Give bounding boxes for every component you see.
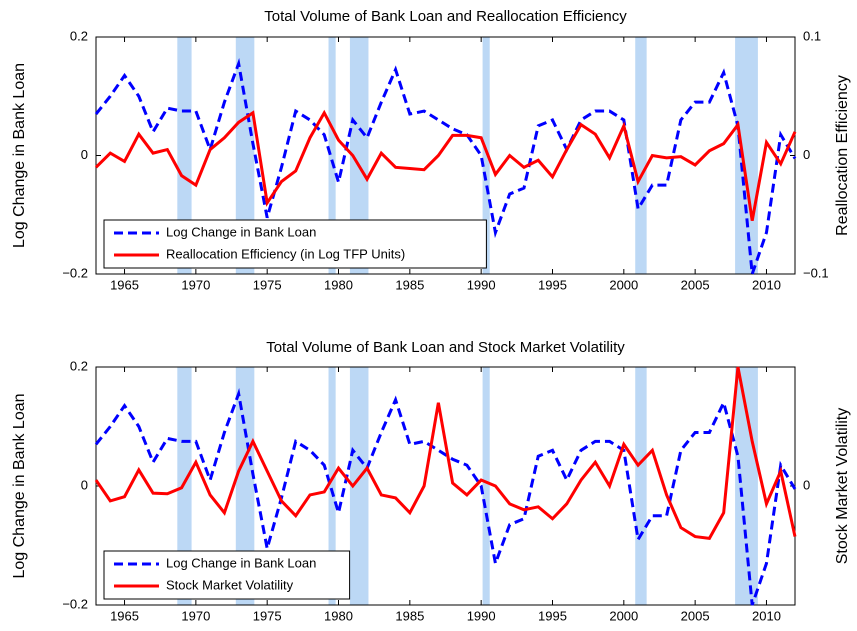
recession-band xyxy=(349,367,369,605)
x-tick-label: 2000 xyxy=(609,277,638,292)
x-tick-label: 1995 xyxy=(538,608,567,623)
recession-band xyxy=(349,37,369,274)
legend-box xyxy=(103,550,351,600)
x-tick-label: 1965 xyxy=(110,277,139,292)
x-tick-label: 1990 xyxy=(467,277,496,292)
recession-band xyxy=(328,37,336,274)
x-tick-label: 2010 xyxy=(752,277,781,292)
recession-band xyxy=(328,367,336,605)
x-tick-label: 1985 xyxy=(395,277,424,292)
x-tick-label: 2000 xyxy=(609,608,638,623)
recession-band xyxy=(177,37,192,274)
y2-tick-label: 0 xyxy=(803,477,810,492)
x-tick-label: 1980 xyxy=(324,608,353,623)
legend-label: Log Change in Bank Loan xyxy=(166,224,316,239)
y-tick-label: 0 xyxy=(81,147,88,162)
recession-band xyxy=(482,37,490,274)
recession-band xyxy=(735,37,758,274)
x-tick-label: 1975 xyxy=(253,608,282,623)
x-tick-label: 1970 xyxy=(181,277,210,292)
x-tick-label: 1985 xyxy=(395,608,424,623)
recession-band xyxy=(235,367,255,605)
chart-title: Total Volume of Bank Loan and Stock Mark… xyxy=(266,339,625,356)
series-line xyxy=(94,57,797,275)
y2-axis-label: Stock Market Volatility xyxy=(834,408,851,565)
y-axis-label: Log Change in Bank Loan xyxy=(11,393,28,578)
chart-title: Total Volume of Bank Loan and Reallocati… xyxy=(264,8,627,25)
recession-band xyxy=(635,37,647,274)
x-tick-label: 1995 xyxy=(538,277,567,292)
y2-tick-label: −0.1 xyxy=(803,265,829,280)
x-tick-label: 1975 xyxy=(253,277,282,292)
x-tick-label: 2010 xyxy=(752,608,781,623)
recession-band xyxy=(735,367,758,605)
legend-label: Log Change in Bank Loan xyxy=(166,555,316,570)
x-tick-label: 1980 xyxy=(324,277,353,292)
y2-tick-label: 0 xyxy=(803,147,810,162)
panel: Total Volume of Bank Loan and Reallocati… xyxy=(11,8,851,292)
y-tick-label: −0.2 xyxy=(62,265,88,280)
recession-band xyxy=(235,37,255,274)
y-tick-label: 0.2 xyxy=(70,28,88,43)
legend: Log Change in Bank Loan Stock Market Vola… xyxy=(103,550,351,600)
panel: Total Volume of Bank Loan and Stock Mark… xyxy=(11,339,851,623)
series-line xyxy=(94,109,797,221)
legend-label: Stock Market Volatility xyxy=(166,577,294,592)
x-tick-label: 2005 xyxy=(681,277,710,292)
legend-box xyxy=(103,219,487,269)
legend: Log Change in Bank Loan Reallocation Effi… xyxy=(103,219,487,269)
y2-tick-label: 0.1 xyxy=(803,28,821,43)
y-axis-label: Log Change in Bank Loan xyxy=(11,63,28,248)
series-line xyxy=(94,366,797,540)
x-tick-label: 1965 xyxy=(110,608,139,623)
x-tick-label: 1970 xyxy=(181,608,210,623)
y2-axis-label: Reallocation Efficiency xyxy=(834,75,851,236)
x-tick-label: 2005 xyxy=(681,608,710,623)
y-tick-label: 0.2 xyxy=(70,358,88,373)
x-tick-label: 1990 xyxy=(467,608,496,623)
legend-label: Reallocation Efficiency (in Log TFP Unit… xyxy=(166,246,405,261)
series-line xyxy=(94,388,797,606)
recession-band xyxy=(177,367,192,605)
recession-band xyxy=(482,367,490,605)
recession-band xyxy=(635,367,647,605)
y-tick-label: −0.2 xyxy=(62,596,88,611)
y-tick-label: 0 xyxy=(81,477,88,492)
